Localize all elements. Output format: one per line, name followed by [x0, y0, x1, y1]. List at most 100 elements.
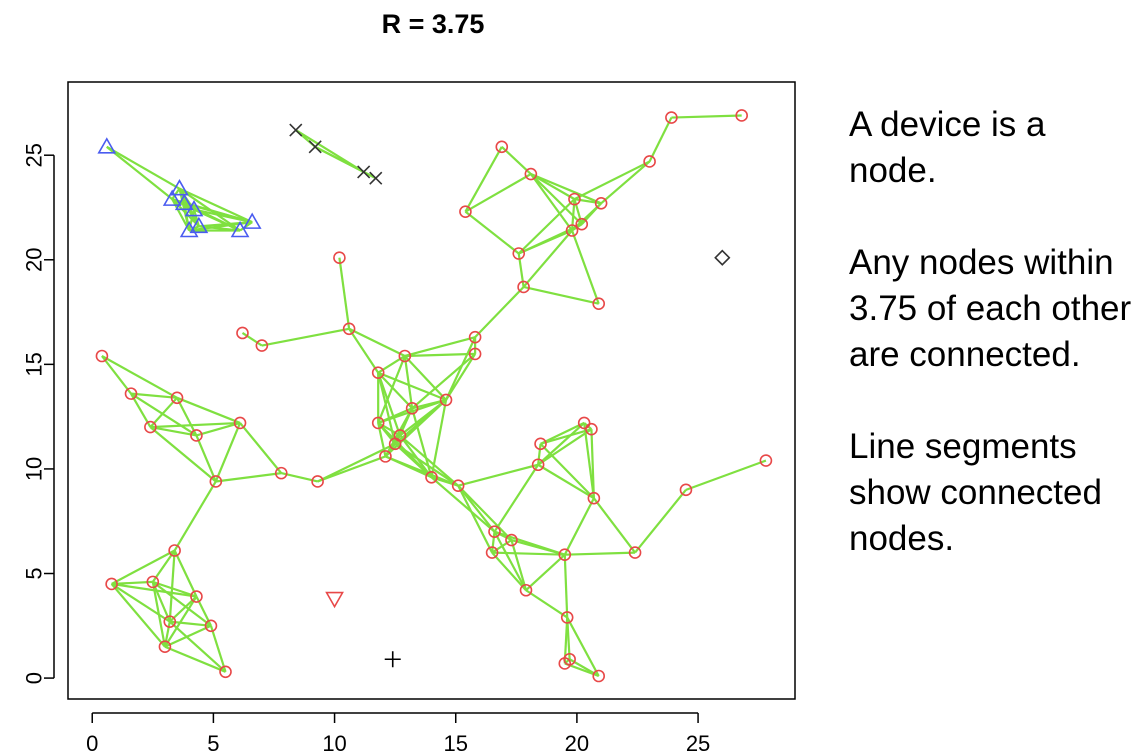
edge-line [338, 257, 351, 329]
edge-line [411, 353, 476, 410]
node-circle [594, 197, 608, 210]
x-tick-label: 5 [207, 731, 219, 755]
edge-line [317, 442, 396, 483]
node-circle [575, 217, 589, 231]
node-circle [333, 251, 346, 264]
node-circle [505, 533, 518, 547]
edge-line [490, 531, 496, 553]
edge-line [377, 398, 447, 424]
edge-line [571, 230, 600, 305]
edge-line [101, 355, 178, 399]
node-circle [144, 420, 157, 434]
edge-line [566, 617, 571, 660]
edge-line [491, 551, 527, 591]
node-circle [204, 619, 218, 633]
edge-line [173, 480, 217, 552]
node-circle [759, 454, 773, 467]
node-layer [95, 109, 773, 683]
edge-line [431, 476, 459, 487]
edge-line [106, 145, 173, 200]
node-circle [665, 111, 678, 124]
edge-line [196, 421, 241, 437]
edge-line [377, 372, 402, 436]
node-circle [342, 322, 356, 336]
edge-line [110, 583, 166, 648]
node-triangle-up [174, 193, 194, 211]
node-circle [311, 475, 324, 488]
node-circle [398, 349, 412, 363]
edge-line [430, 476, 496, 533]
node-triangle-up [170, 179, 189, 196]
node-circle [439, 393, 453, 407]
edge-line [149, 397, 178, 428]
node-circle [163, 615, 177, 628]
edge-line [590, 429, 595, 499]
edge-line [188, 209, 196, 231]
edge-layer [101, 114, 767, 678]
edge-line [192, 209, 200, 227]
node-circle [405, 401, 419, 415]
edge-line [176, 396, 241, 424]
edge-line [530, 173, 602, 205]
edge-line [510, 539, 528, 591]
node-circle [585, 422, 598, 436]
edge-line [215, 472, 282, 483]
node-circle [371, 366, 385, 380]
edge-line [183, 203, 191, 231]
edge-line [522, 229, 573, 288]
note-connection-rule: Any nodes within 3.75 of each other are … [849, 243, 1132, 374]
edge-line [457, 463, 539, 487]
x-tick-label: 20 [565, 731, 589, 755]
node-circle [565, 224, 579, 237]
edge-line [583, 422, 595, 499]
node-circle [95, 349, 109, 363]
edge-line [151, 581, 167, 647]
edge-line [317, 455, 386, 483]
edge-line [464, 210, 520, 255]
axes: 0 5 10 15 20 25 0 5 10 15 20 25 [22, 143, 711, 755]
edge-line [150, 421, 241, 429]
edge-line [537, 443, 542, 465]
edge-line [198, 225, 241, 232]
y-tick-label: 10 [22, 457, 47, 481]
edge-line [574, 198, 602, 205]
node-triangle-up [97, 137, 117, 154]
edge-line [168, 550, 176, 622]
node-circle [255, 339, 269, 352]
edge-line [348, 328, 380, 374]
edge-line [564, 551, 636, 556]
node-circle [735, 109, 748, 122]
node-circle [451, 479, 465, 492]
edge-line [464, 146, 503, 213]
node-circle [168, 544, 181, 557]
edge-line [377, 355, 406, 424]
edge-line [348, 327, 406, 357]
edge-line [529, 173, 573, 232]
node-x [289, 123, 303, 137]
edge-line [111, 580, 153, 586]
edge-line [130, 392, 198, 437]
node-circle [146, 575, 160, 589]
edge-line [537, 422, 585, 466]
node-circle [577, 416, 591, 430]
edge-line [537, 428, 593, 466]
edge-line [214, 422, 242, 482]
edge-line [457, 484, 513, 541]
y-tick-label: 25 [22, 143, 47, 167]
edge-line [518, 229, 573, 255]
node-circle [170, 391, 184, 405]
node-circle [592, 297, 606, 311]
edge-line [457, 485, 494, 554]
node-triangle-up [184, 199, 204, 217]
node-circle [643, 155, 656, 168]
edge-line [173, 550, 198, 597]
edge-line [176, 397, 198, 436]
edge-line [491, 539, 513, 554]
edge-line [563, 497, 595, 556]
edge-line [198, 221, 253, 228]
edge-line [493, 464, 540, 533]
edge-line [540, 428, 592, 445]
edge-line [501, 146, 532, 175]
node-circle [468, 330, 482, 344]
y-tick-label: 0 [22, 672, 47, 684]
